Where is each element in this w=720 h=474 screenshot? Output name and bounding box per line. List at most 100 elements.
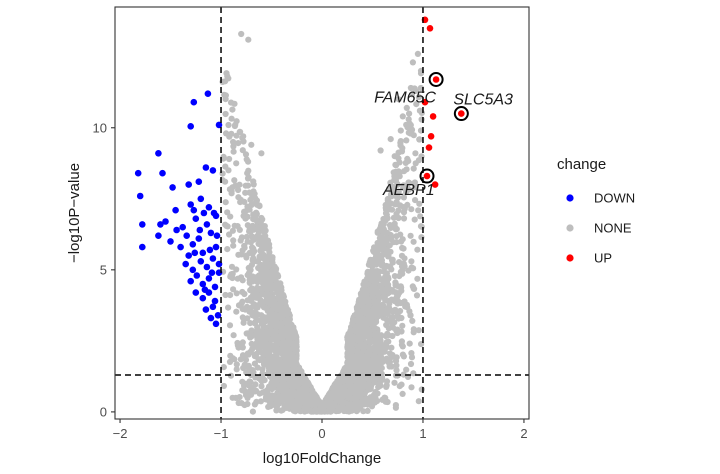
data-point-none: [381, 394, 388, 401]
data-point-none: [249, 273, 256, 280]
data-point-none: [226, 322, 234, 329]
data-point-none: [256, 347, 263, 354]
data-point-none: [246, 378, 253, 385]
data-point-none: [404, 155, 411, 162]
data-point-none: [268, 380, 275, 387]
data-point-none: [258, 383, 265, 390]
data-point-none: [408, 384, 415, 391]
data-point-none: [349, 320, 356, 327]
data-point-none: [220, 364, 227, 371]
data-point-none: [226, 231, 233, 238]
data-point-none: [399, 244, 406, 251]
data-point-none: [405, 116, 412, 123]
data-point-none: [382, 297, 389, 304]
data-point-none: [267, 323, 275, 330]
data-point-none: [251, 190, 258, 197]
data-point-none: [239, 277, 246, 284]
data-point-none: [415, 94, 422, 101]
data-point-none: [416, 200, 423, 207]
data-point-none: [403, 166, 410, 173]
data-point-none: [220, 153, 227, 160]
data-point-none: [243, 252, 250, 259]
data-point-none: [224, 246, 231, 253]
data-point-none: [252, 331, 259, 338]
data-point-none: [256, 274, 263, 281]
data-point-none: [234, 342, 241, 349]
data-point-none: [230, 332, 237, 339]
data-point-none: [261, 227, 268, 235]
data-point-none: [264, 286, 271, 293]
data-point-none: [388, 344, 395, 351]
data-point-none: [393, 327, 400, 334]
data-point-none: [230, 286, 237, 293]
data-point-none: [230, 242, 237, 249]
data-point-none: [349, 337, 356, 344]
data-point-none: [244, 272, 251, 279]
data-point-none: [258, 320, 265, 327]
data-point-none: [252, 381, 259, 388]
data-point-none: [279, 367, 286, 374]
data-point-none: [383, 383, 390, 390]
data-point-none: [233, 160, 240, 167]
data-point-none: [400, 194, 407, 201]
data-point-none: [222, 110, 229, 118]
data-point-none: [393, 226, 400, 233]
data-point-none: [364, 401, 371, 408]
data-point-none: [369, 286, 377, 293]
data-point-none: [248, 367, 255, 374]
data-point-none: [223, 222, 230, 229]
data-point-none: [234, 223, 241, 230]
data-point-none: [362, 307, 369, 314]
data-point-none: [244, 363, 251, 370]
data-point-none: [358, 297, 365, 304]
data-point-none: [240, 319, 247, 326]
data-point-none: [400, 204, 407, 211]
data-point-none: [244, 297, 251, 304]
data-point-none: [412, 150, 419, 157]
data-point-none: [268, 316, 276, 323]
data-point-none: [247, 239, 254, 246]
data-point-none: [376, 342, 383, 349]
data-point-none: [418, 386, 425, 393]
data-point-none: [241, 387, 248, 395]
data-point-none: [410, 238, 417, 245]
data-point-none: [410, 165, 417, 172]
data-point-none: [232, 394, 239, 401]
data-point-none: [258, 332, 265, 339]
data-point-none: [303, 407, 310, 414]
data-point-none: [251, 320, 258, 327]
data-point-none: [370, 353, 377, 360]
data-point-none: [399, 322, 406, 329]
data-point-none: [407, 232, 414, 239]
points-layer: [134, 16, 465, 415]
data-point-none: [392, 162, 400, 169]
data-point-none: [397, 283, 404, 290]
data-point-none: [233, 132, 240, 139]
data-point-none: [391, 319, 398, 326]
data-point-none: [388, 296, 395, 303]
data-point-none: [384, 197, 391, 204]
data-point-none: [250, 178, 257, 185]
data-point-none: [397, 142, 404, 149]
data-point-none: [413, 292, 421, 299]
data-point-none: [384, 274, 391, 281]
data-point-none: [397, 231, 404, 238]
data-point-none: [360, 408, 367, 415]
data-point-none: [387, 191, 395, 198]
data-point-none: [265, 295, 272, 302]
data-point-none: [383, 215, 390, 222]
data-point-none: [269, 328, 276, 335]
data-point-none: [418, 116, 425, 123]
data-point-none: [239, 344, 246, 351]
data-point-none: [272, 395, 279, 403]
data-point-none: [398, 341, 405, 348]
data-point-none: [393, 362, 400, 369]
data-point-none: [230, 148, 237, 155]
data-point-none: [271, 352, 278, 359]
data-point-none: [250, 312, 258, 319]
data-point-none: [224, 209, 231, 216]
data-point-none: [389, 288, 396, 295]
data-point-none: [250, 301, 257, 308]
data-point-none: [410, 329, 417, 336]
data-point-none: [239, 352, 247, 359]
